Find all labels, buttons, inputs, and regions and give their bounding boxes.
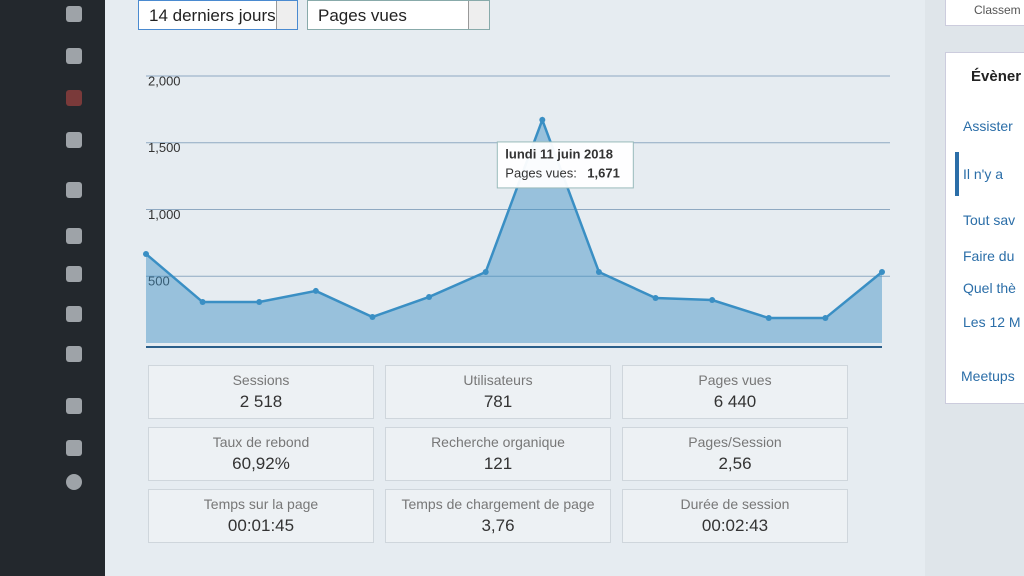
stat-box: Recherche organique 121 <box>385 427 611 481</box>
active-marker <box>955 152 959 196</box>
stat-box: Pages vues 6 440 <box>622 365 848 419</box>
area <box>146 119 882 343</box>
period-select[interactable]: 14 derniers jours <box>138 0 298 30</box>
point <box>822 315 829 322</box>
menu-icon[interactable] <box>66 346 82 362</box>
stat-box: Taux de rebond 60,92% <box>148 427 374 481</box>
admin-menu <box>0 0 105 576</box>
stat-value: 00:01:45 <box>227 516 295 535</box>
stat-box: Temps sur la page 00:01:45 <box>148 489 374 543</box>
y-tick-label: 2,000 <box>148 73 181 88</box>
tooltip-label: Pages vues: <box>505 165 577 180</box>
point <box>369 313 376 320</box>
stat-value: 2,56 <box>718 454 752 473</box>
menu-icon[interactable] <box>66 182 82 198</box>
stat-value: 00:02:43 <box>701 516 769 535</box>
menu-icon[interactable] <box>66 306 82 322</box>
menu-icon[interactable] <box>66 48 82 64</box>
stat-value: 121 <box>483 454 513 473</box>
point <box>256 299 263 306</box>
stat-value: 2 518 <box>239 392 283 411</box>
point <box>765 315 772 322</box>
panel-link[interactable]: Tout sav <box>963 212 1016 228</box>
menu-icon[interactable] <box>66 132 82 148</box>
menu-icon[interactable] <box>66 90 82 106</box>
stat-label: Sessions <box>232 372 290 388</box>
panel <box>945 52 1024 404</box>
menu-icon[interactable] <box>66 6 82 22</box>
metric-select[interactable]: Pages vues <box>307 0 490 30</box>
content: 14 derniers jours Pages vues Sessions 2 5… <box>105 0 925 576</box>
y-tick-label: 1,500 <box>148 140 181 155</box>
stat-label: Utilisateurs <box>463 372 533 388</box>
panel-link[interactable]: Les 12 M <box>963 314 1021 330</box>
stat-box: Utilisateurs 781 <box>385 365 611 419</box>
menu-icon[interactable] <box>66 266 82 282</box>
sidebar: Classem Évèner Assister Il n'y a Tout sav F… <box>925 0 1024 576</box>
point <box>199 299 206 306</box>
panel-text: Classem <box>974 3 1021 17</box>
y-tick-label: 1,000 <box>148 207 181 222</box>
stat-label: Taux de rebond <box>212 434 310 450</box>
stat-value: 60,92% <box>232 454 290 473</box>
panel-heading: Évèner <box>971 68 1022 85</box>
menu-icon[interactable] <box>66 474 82 490</box>
point <box>709 297 716 304</box>
stat-label: Durée de session <box>680 496 790 512</box>
panel-link[interactable]: Faire du <box>963 248 1015 264</box>
stat-box: Pages/Session 2,56 <box>622 427 848 481</box>
point <box>595 268 602 275</box>
point <box>539 116 546 123</box>
stat-label: Pages/Session <box>688 434 782 450</box>
menu-icon[interactable] <box>66 440 82 456</box>
panel-link[interactable]: Assister <box>963 118 1013 134</box>
stat-label: Temps de chargement de page <box>401 496 595 512</box>
panel-link[interactable]: Quel thè <box>963 280 1016 296</box>
menu-icon[interactable] <box>66 398 82 414</box>
stat-value: 781 <box>483 392 513 411</box>
point <box>426 293 433 300</box>
stat-box: Sessions 2 518 <box>148 365 374 419</box>
stat-value: 3,76 <box>481 516 515 535</box>
stat-label: Recherche organique <box>431 434 565 450</box>
tooltip-value: 1,671 <box>587 165 620 180</box>
tooltip <box>496 141 634 189</box>
line <box>145 116 883 320</box>
stat-label: Temps sur la page <box>203 496 319 512</box>
stat-box: Durée de session 00:02:43 <box>622 489 848 543</box>
point <box>652 295 659 302</box>
panel-link[interactable]: Meetups <box>961 368 1015 384</box>
menu-icon[interactable] <box>66 228 82 244</box>
point <box>482 268 489 275</box>
stat-value: 6 440 <box>713 392 757 411</box>
point <box>879 268 885 275</box>
y-tick-label: 500 <box>148 274 170 289</box>
stat-box: Temps de chargement de page 3,76 <box>385 489 611 543</box>
stat-label: Pages vues <box>698 372 772 388</box>
panel: Classem <box>945 0 1024 26</box>
point <box>312 287 319 294</box>
panel-link[interactable]: Il n'y a <box>963 166 1004 182</box>
point <box>143 250 149 257</box>
tooltip-title: lundi 11 juin 2018 <box>505 146 613 161</box>
